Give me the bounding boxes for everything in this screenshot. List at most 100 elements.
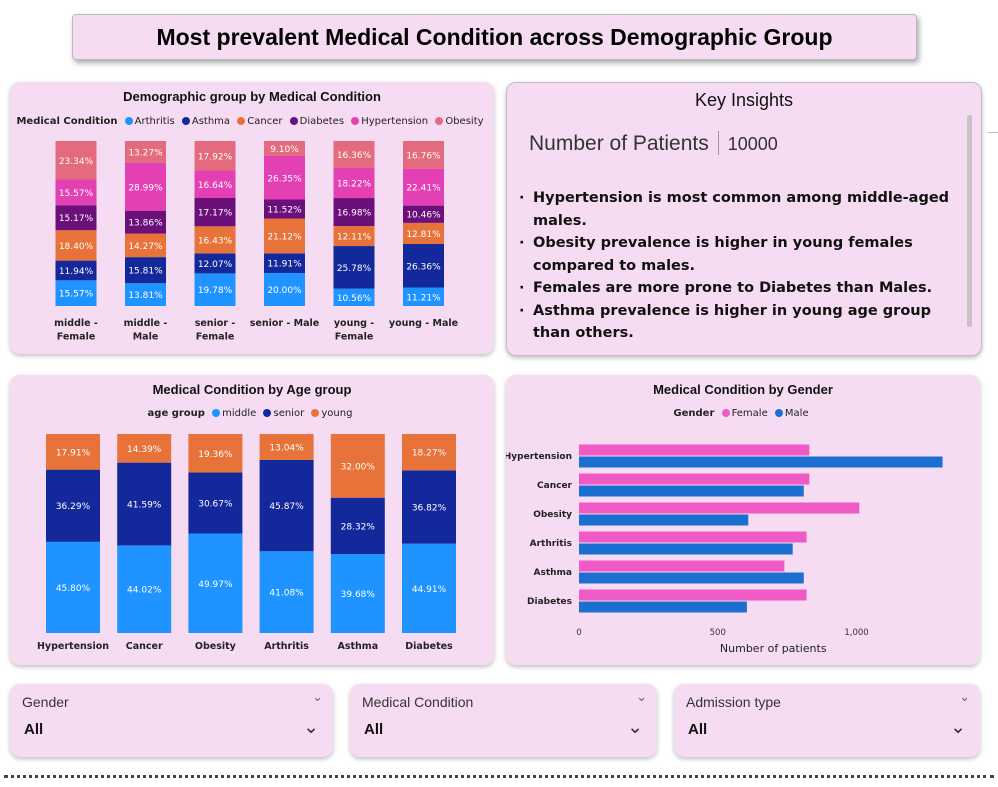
legend-item-senior: senior bbox=[263, 408, 304, 419]
bar-segment-arthritis bbox=[333, 288, 375, 306]
bar-segment-obesity bbox=[403, 140, 444, 169]
data-label: 17.91% bbox=[56, 448, 91, 458]
data-label: 20.00% bbox=[267, 286, 302, 296]
bar-female-hypertension bbox=[579, 444, 810, 456]
demographic-stacked-bar-chart: 15.57% 11.94% 18.40% 15.17% 15.57% 23.34% midd… bbox=[54, 140, 458, 343]
slicer-label: Gender bbox=[22, 694, 69, 710]
bar-segment-asthma bbox=[403, 244, 444, 288]
bar-segment-middle bbox=[188, 533, 243, 633]
category-label: Cancer bbox=[126, 641, 163, 652]
legend-item-middle: middle bbox=[212, 408, 256, 419]
chart-legend: age group middle senior young bbox=[10, 408, 494, 419]
chevron-down-icon[interactable]: ⌄ bbox=[636, 690, 647, 705]
data-label: 13.81% bbox=[128, 291, 163, 301]
slicer-value[interactable]: All bbox=[688, 721, 708, 738]
patients-kpi: Number of Patients 10000 bbox=[529, 131, 778, 156]
bar-segment-young bbox=[330, 434, 385, 498]
bar-segment-cancer bbox=[333, 226, 375, 247]
data-label: 36.82% bbox=[412, 503, 447, 513]
bar-segment-senior bbox=[117, 462, 172, 546]
gender-horizontal-bar-chart: Hypertension Cancer Obesity Arthritis Asthma… bbox=[506, 444, 943, 655]
chevron-down-icon[interactable]: ⌄ bbox=[959, 690, 970, 705]
legend-dot bbox=[721, 409, 730, 417]
bar-segment-asthma bbox=[55, 260, 97, 281]
bar-male-arthritis bbox=[579, 543, 793, 555]
insight-item: Hypertension is most common among middle… bbox=[519, 187, 969, 232]
data-label: 16.76% bbox=[406, 151, 441, 161]
legend-dot bbox=[435, 117, 444, 125]
bar-segment-young bbox=[46, 434, 100, 470]
legend-item-hypertension: Hypertension bbox=[351, 116, 428, 127]
bar-male-hypertension bbox=[579, 456, 943, 468]
bar-segment-obesity bbox=[264, 141, 305, 157]
bar-female-diabetes bbox=[579, 589, 807, 601]
category-label: Diabetes bbox=[527, 597, 572, 607]
bar-male-diabetes bbox=[579, 601, 747, 613]
chevron-down-icon[interactable]: ⌄ bbox=[627, 716, 643, 738]
category-label: Hypertension bbox=[506, 452, 572, 462]
chart-title: Medical Condition by Gender bbox=[653, 382, 833, 397]
data-label: 41.59% bbox=[127, 501, 162, 511]
slicer-value[interactable]: All bbox=[24, 721, 44, 738]
data-label: 23.34% bbox=[59, 157, 94, 167]
insights-scrollbar[interactable] bbox=[967, 115, 972, 327]
legend-title: Gender bbox=[673, 408, 715, 419]
bar-segment-middle bbox=[46, 541, 100, 633]
admission-type-slicer[interactable]: Admission type ⌄ All ⌄ bbox=[674, 684, 980, 757]
legend-dot bbox=[311, 409, 320, 417]
category-label: Asthma bbox=[337, 641, 378, 652]
x-tick-label: 1,000 bbox=[844, 628, 868, 638]
bar-segment-obesity bbox=[333, 140, 375, 168]
data-label: 12.07% bbox=[198, 260, 233, 270]
data-label: 28.99% bbox=[128, 183, 163, 193]
bar-segment-diabetes bbox=[125, 210, 166, 234]
category-label: young - Male bbox=[389, 318, 458, 329]
insight-item: Females are more prone to Diabetes than … bbox=[519, 277, 969, 300]
bar-segment-cancer bbox=[194, 226, 236, 254]
slicer-value[interactable]: All bbox=[364, 721, 384, 738]
bar-segment-diabetes bbox=[333, 198, 375, 227]
chevron-down-icon[interactable]: ⌄ bbox=[950, 716, 966, 738]
insight-item: Obesity prevalence is higher in young fe… bbox=[519, 232, 969, 277]
bar-segment-middle bbox=[259, 551, 314, 633]
category-label: middle - bbox=[124, 318, 168, 329]
category-label: Obesity bbox=[533, 510, 572, 520]
legend-dot bbox=[263, 409, 272, 417]
chart-title: Demographic group by Medical Condition bbox=[123, 89, 381, 104]
gender-chart-panel: Medical Condition by Gender Gender Femal… bbox=[506, 375, 980, 665]
age-group-stacked-bar-chart: 45.80% 36.29% 17.91% Hypertension 44.02% 41.5… bbox=[37, 434, 456, 652]
data-label: 18.27% bbox=[412, 449, 447, 459]
gender-slicer[interactable]: Gender ⌄ All ⌄ bbox=[10, 684, 333, 757]
kpi-label: Number of Patients bbox=[529, 132, 709, 155]
bar-segment-arthritis bbox=[55, 280, 97, 306]
category-label: Female bbox=[196, 332, 235, 343]
bar-segment-middle bbox=[330, 554, 385, 633]
bar-segment-hypertension bbox=[333, 167, 375, 199]
kpi-divider bbox=[717, 131, 719, 155]
bar-male-cancer bbox=[579, 485, 804, 497]
category-label: Female bbox=[57, 332, 96, 343]
data-label: 15.57% bbox=[59, 290, 94, 300]
legend-dot bbox=[212, 409, 221, 417]
data-label: 16.98% bbox=[337, 209, 372, 219]
legend-dot bbox=[237, 117, 246, 125]
key-insights-panel: Key Insights Number of Patients 10000 Hyp… bbox=[506, 82, 982, 356]
legend-dot bbox=[351, 117, 360, 125]
data-label: 17.92% bbox=[198, 152, 233, 162]
data-label: 25.78% bbox=[337, 264, 372, 274]
data-label: 13.86% bbox=[128, 219, 163, 229]
legend-item-cancer: Cancer bbox=[237, 116, 282, 127]
category-label: Male bbox=[133, 332, 159, 343]
bar-segment-obesity bbox=[55, 141, 97, 180]
legend-item-female: Female bbox=[721, 408, 768, 419]
data-label: 19.36% bbox=[198, 450, 233, 460]
chevron-down-icon[interactable]: ⌄ bbox=[303, 716, 319, 738]
chart-legend: Medical Condition Arthritis Asthma Cance… bbox=[10, 116, 494, 127]
category-label: Arthritis bbox=[530, 539, 572, 549]
data-label: 39.68% bbox=[341, 590, 376, 600]
chevron-down-icon[interactable]: ⌄ bbox=[312, 690, 323, 705]
data-label: 14.27% bbox=[128, 242, 163, 252]
bar-segment-obesity bbox=[194, 140, 236, 171]
bar-segment-asthma bbox=[194, 253, 236, 274]
medical-condition-slicer[interactable]: Medical Condition ⌄ All ⌄ bbox=[350, 684, 657, 757]
